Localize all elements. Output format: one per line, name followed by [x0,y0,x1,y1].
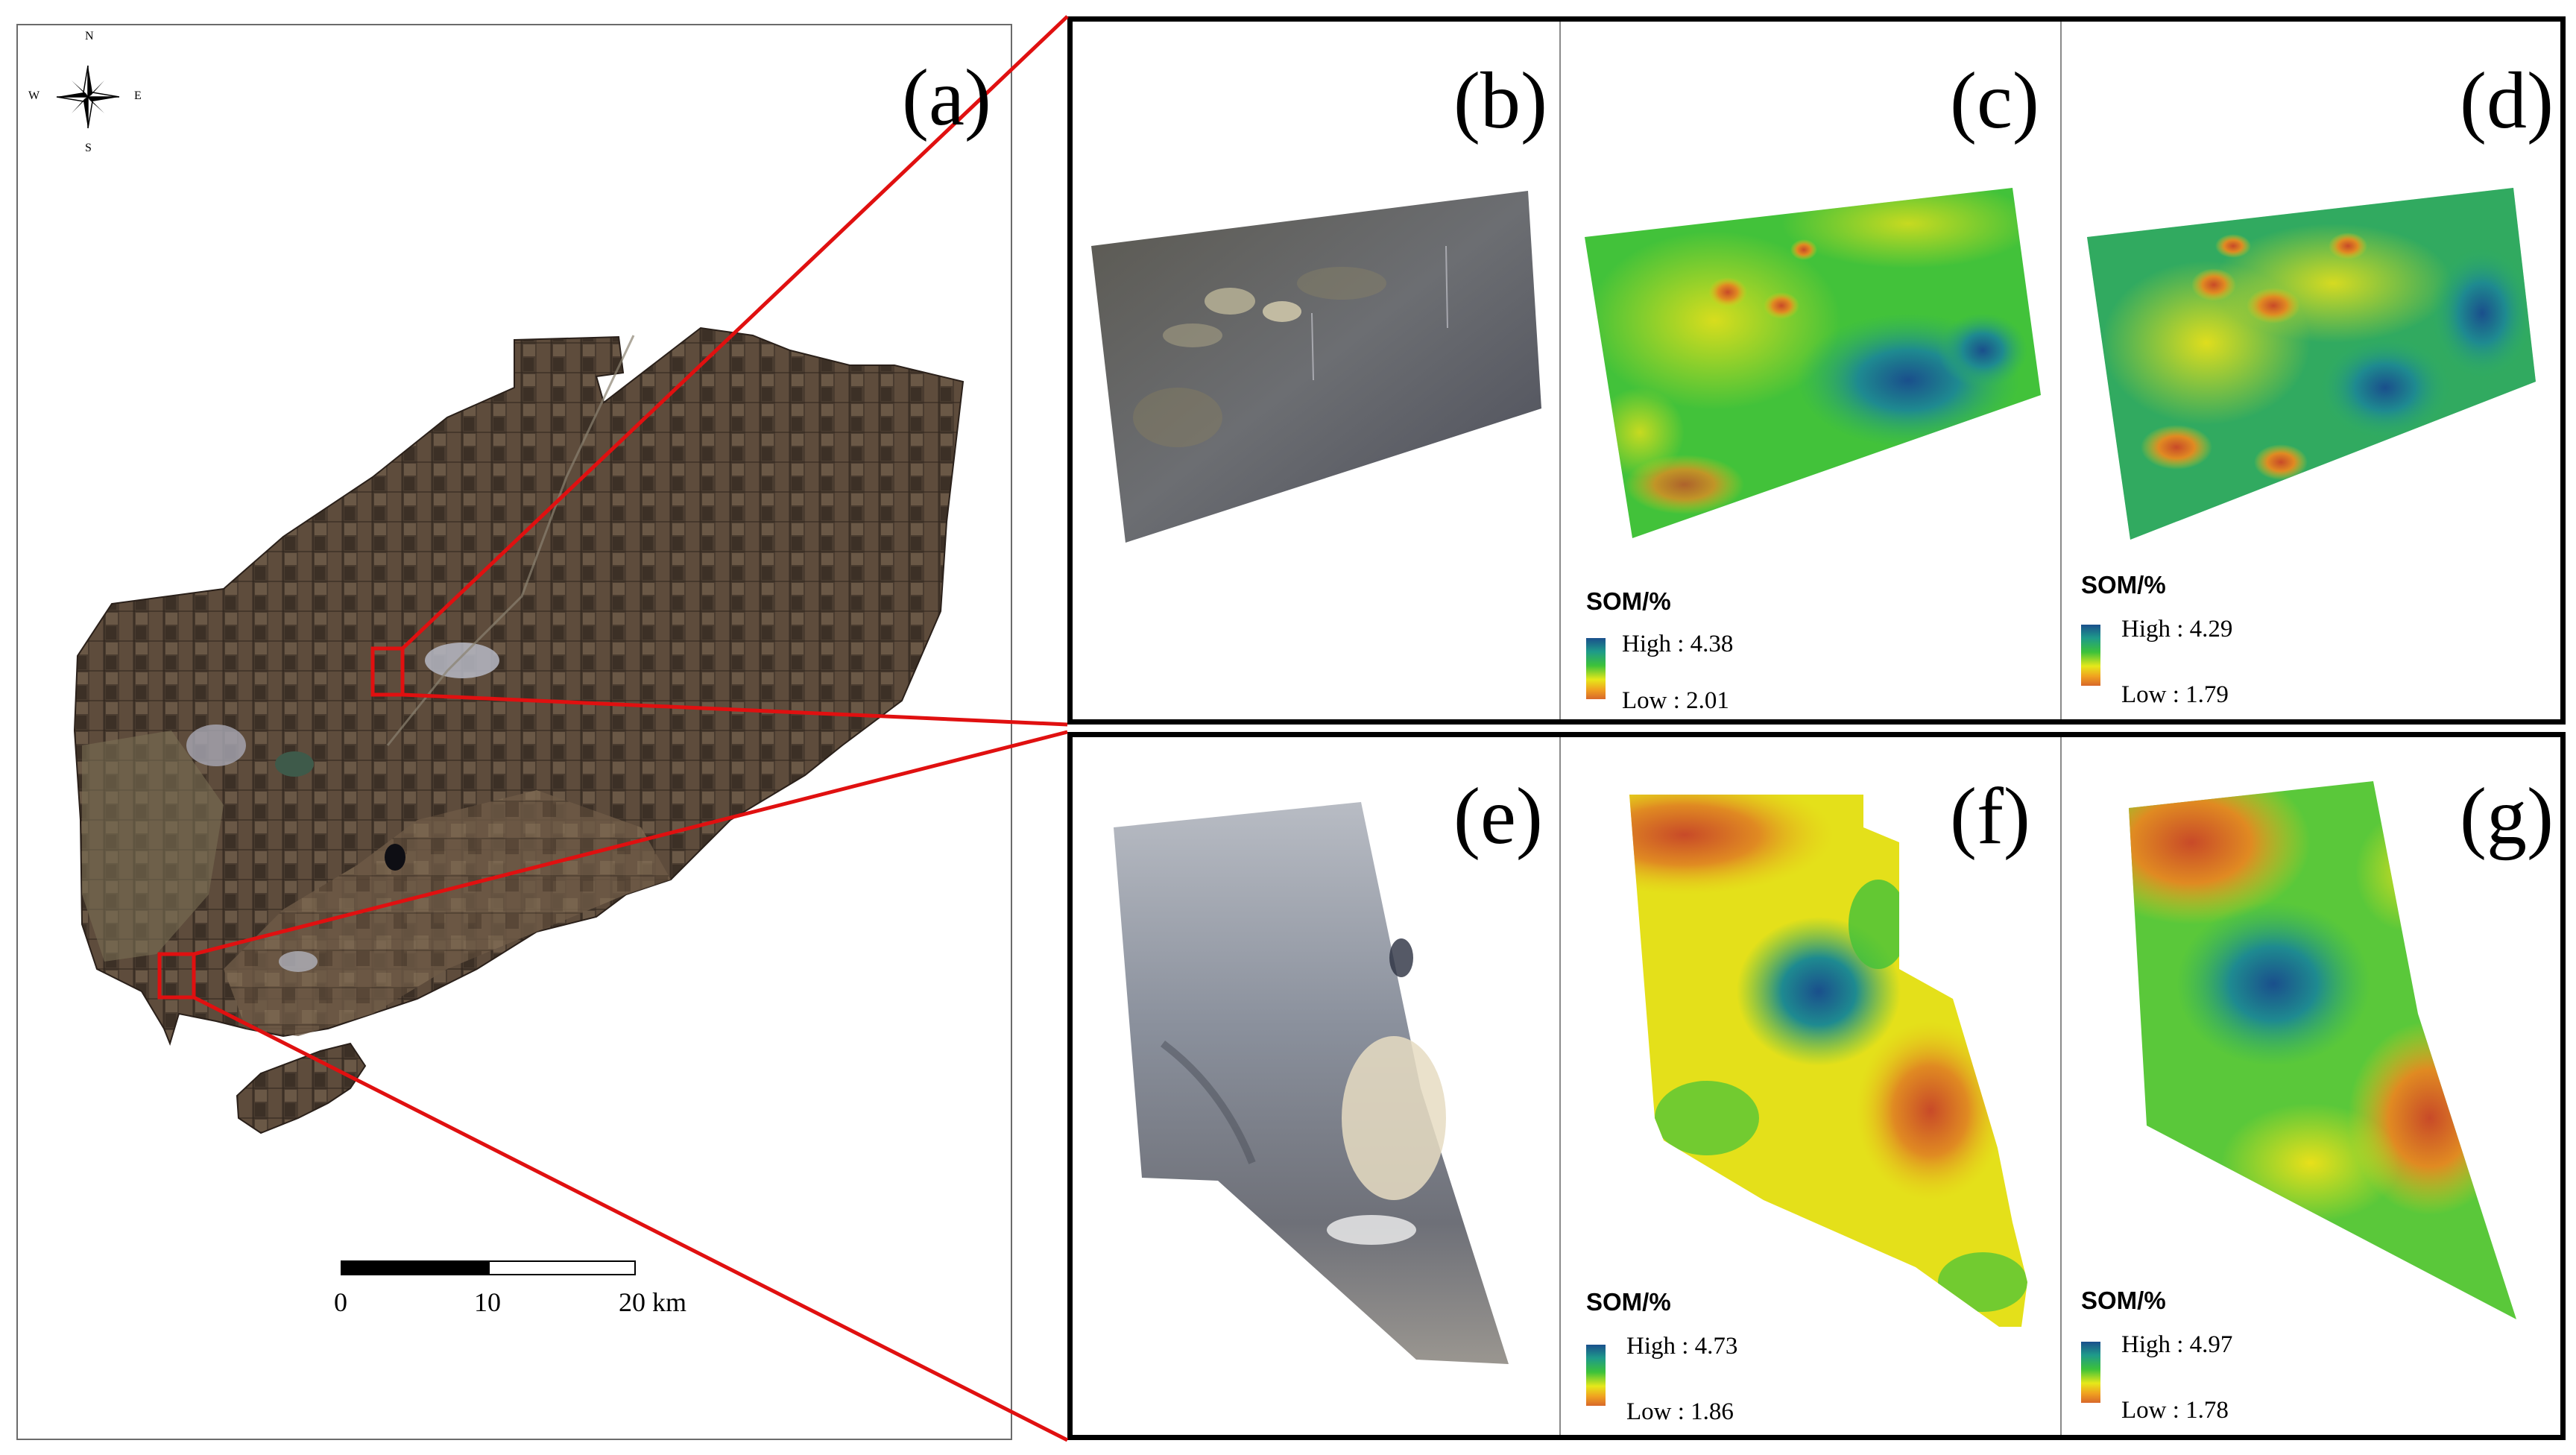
panel-label-e: (e) [1453,772,1543,861]
panel-label-a: (a) [902,54,991,142]
som-map-g [2129,781,2516,1319]
som-map-d [2087,188,2536,540]
legend-c-title: SOM/% [1586,587,1671,615]
legend-d-high: High : 4.29 [2121,616,2233,643]
compass-s: S [85,142,92,154]
divider-c-d [2060,22,2062,719]
county-map [73,326,965,1134]
legend-c-low: Low : 2.01 [1622,687,1729,714]
legend-d-title: SOM/% [2081,571,2166,599]
panel-label-b: (b) [1453,57,1547,145]
scale-label-10: 10 [474,1287,501,1317]
legend-g-low: Low : 1.78 [2121,1397,2229,1424]
scale-label-0: 0 [334,1287,347,1317]
panel-a-frame [16,24,1012,1440]
legend-g-high: High : 4.97 [2121,1331,2233,1358]
divider-b-c [1559,22,1561,719]
legend-g-ramp [2081,1342,2100,1403]
rgb-image-e [1114,802,1509,1364]
compass-n: N [85,30,94,42]
panel-label-g: (g) [2460,772,2554,861]
scale-bar [341,1260,636,1275]
panel-label-d: (d) [2460,57,2554,145]
panel-label-c: (c) [1950,57,2039,145]
legend-c-ramp [1586,638,1606,699]
divider-e-f [1559,737,1561,1435]
rgb-image-b [1091,191,1541,543]
legend-d-ramp [2081,625,2100,686]
legend-c-high: High : 4.38 [1622,631,1734,657]
legend-d-low: Low : 1.79 [2121,681,2229,708]
som-map-c [1585,188,2041,538]
scale-label-20km: 20 km [619,1287,687,1317]
legend-f-high: High : 4.73 [1626,1333,1738,1360]
top-row-frame [1067,16,2566,725]
legend-g-title: SOM/% [2081,1287,2166,1314]
compass-e: E [134,89,142,102]
compass-w: W [28,89,40,102]
compass-rose-icon [56,65,120,129]
highlight-connectors [157,15,1069,1442]
panel-label-f: (f) [1950,772,2030,861]
legend-f-title: SOM/% [1586,1288,1671,1316]
divider-f-g [2060,737,2062,1435]
bottom-row-frame [1067,732,2566,1440]
legend-f-low: Low : 1.86 [1626,1398,1734,1425]
legend-f-ramp [1586,1345,1606,1406]
